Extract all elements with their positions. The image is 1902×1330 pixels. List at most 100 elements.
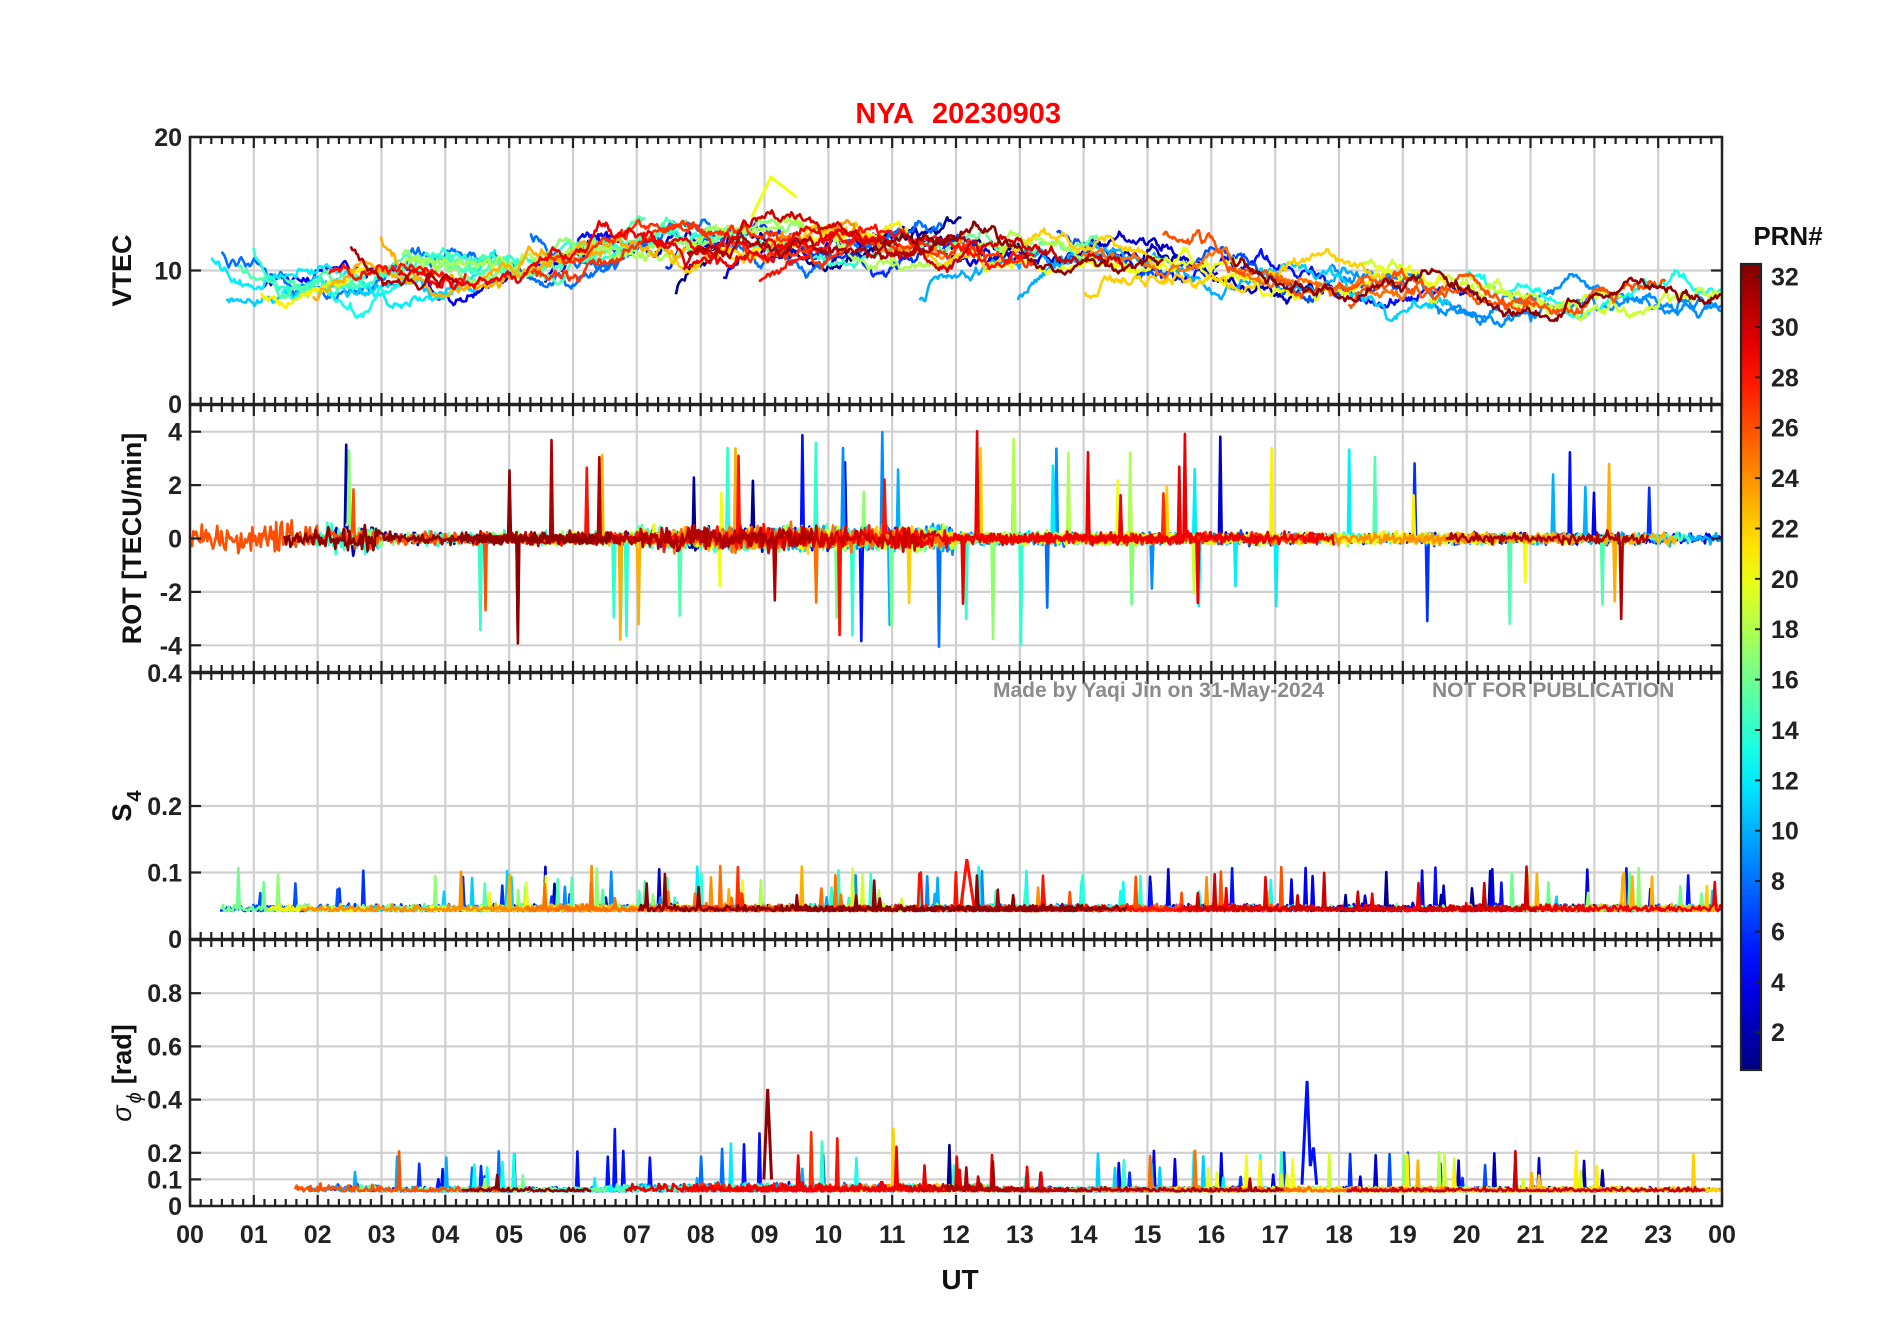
series-line-prn-29 bbox=[397, 220, 900, 291]
series-line-prn-32 bbox=[461, 1173, 592, 1193]
series-peak bbox=[762, 1088, 774, 1180]
x-tick-label: 19 bbox=[1389, 1221, 1417, 1249]
colorbar-tick-label: 24 bbox=[1771, 465, 1799, 493]
x-minor-ticks bbox=[188, 673, 1724, 939]
series-line-prn-28 bbox=[328, 262, 467, 288]
series-line-prn-30 bbox=[1346, 1149, 1706, 1193]
y-tick-label: 0.4 bbox=[147, 1087, 182, 1115]
y-axis-label: VTEC bbox=[107, 234, 137, 306]
y-tick-label: 0 bbox=[168, 1193, 182, 1221]
series-peak bbox=[750, 174, 798, 218]
series-line-prn-29 bbox=[641, 225, 846, 259]
x-tick-label: 21 bbox=[1517, 1221, 1545, 1249]
y-tick-label: 10 bbox=[154, 258, 182, 286]
colorbar-gradient bbox=[1739, 262, 1763, 1072]
y-tick-label: 0 bbox=[168, 926, 182, 954]
series-line-prn-32 bbox=[1231, 257, 1722, 323]
x-tick-label: 13 bbox=[1006, 1221, 1034, 1249]
panel-4: 00.10.2 0.4 0.6 0.8σϕ[rad] bbox=[107, 938, 1724, 1221]
series-line-prn-30 bbox=[682, 209, 1125, 274]
y-tick-label: -4 bbox=[160, 632, 182, 660]
series-line-prn-31 bbox=[1445, 529, 1650, 621]
colorbar-tick-label: 10 bbox=[1771, 818, 1799, 846]
series-line-prn-8 bbox=[220, 246, 619, 301]
y-tick-label: 0.2 bbox=[147, 793, 182, 821]
x-tick-label: 02 bbox=[304, 1221, 332, 1249]
panel-2: -4 -2 0 2 4 ROT [TECU/min] bbox=[117, 403, 1724, 674]
colorbar-tick-label: 32 bbox=[1771, 264, 1799, 292]
colorbar-tick-label: 8 bbox=[1771, 868, 1785, 896]
y-tick-label: 0.6 bbox=[147, 1033, 182, 1061]
x-tick-labels: 00 01 02 03 04 05 06 07 08 09 10 11 12 13 14 15 16 17 18 19… bbox=[176, 1221, 1736, 1249]
series-line-prn-28 bbox=[758, 223, 1036, 283]
series-line-prn-25 bbox=[1081, 246, 1416, 301]
x-tick-label: 20 bbox=[1453, 1221, 1481, 1249]
y-tick-label: 0.8 bbox=[147, 980, 182, 1008]
series-line-prn-29 bbox=[735, 1145, 931, 1193]
colorbar-tick-label: 28 bbox=[1771, 364, 1799, 392]
y-tick-label: 0.4 bbox=[147, 660, 182, 688]
y-tick-label: 4 bbox=[168, 419, 182, 447]
x-minor-ticks bbox=[188, 940, 1724, 1206]
series-line-prn-21 bbox=[259, 267, 372, 310]
y-tick-label: 0 bbox=[168, 391, 182, 419]
x-tick-label: 15 bbox=[1134, 1221, 1162, 1249]
x-tick-label: 00 bbox=[1708, 1221, 1736, 1249]
series-line-prn-30 bbox=[1417, 865, 1538, 913]
y-axis-label: S4 bbox=[107, 790, 146, 822]
chart-title-station: NYA bbox=[855, 98, 914, 130]
x-tick-label: 00 bbox=[176, 1221, 204, 1249]
y-tick-label: 2 bbox=[168, 472, 182, 500]
colorbar-tick-label: 18 bbox=[1771, 616, 1799, 644]
y-tick-label: 0 bbox=[168, 526, 182, 554]
y-axis-label: ROT [TECU/min] bbox=[117, 433, 147, 644]
colorbar-tick-label: 6 bbox=[1771, 918, 1785, 946]
y-ticks: -4 -2 0 2 4 bbox=[160, 419, 1722, 660]
series-line-prn-26 bbox=[1162, 229, 1535, 313]
y-tick-label: 0.1 bbox=[147, 1166, 182, 1194]
colorbar-tick-label: 22 bbox=[1771, 515, 1799, 543]
series-line-prn-29 bbox=[890, 429, 1336, 605]
colorbar-title: PRN# bbox=[1753, 221, 1823, 251]
series-line-prn-32 bbox=[637, 872, 1097, 913]
y-tick-label: -2 bbox=[160, 579, 182, 607]
x-tick-label: 01 bbox=[240, 1221, 268, 1249]
x-tick-label: 07 bbox=[623, 1221, 651, 1249]
y-ticks: 0 10 20 bbox=[154, 124, 1722, 419]
x-tick-label: 12 bbox=[942, 1221, 970, 1249]
x-tick-label: 14 bbox=[1070, 1221, 1098, 1249]
grid bbox=[190, 940, 1722, 1206]
series-peak bbox=[959, 858, 976, 906]
series-peak bbox=[1300, 1080, 1319, 1185]
series-line-prn-23 bbox=[1329, 1159, 1618, 1193]
series-line-prn-10 bbox=[1016, 240, 1123, 301]
colorbar-tick-label: 4 bbox=[1771, 969, 1785, 997]
chart-title-date: 20230903 bbox=[932, 98, 1061, 130]
x-tick-label: 09 bbox=[751, 1221, 779, 1249]
x-tick-label: 03 bbox=[368, 1221, 396, 1249]
colorbar-tick-label: 26 bbox=[1771, 415, 1799, 443]
colorbar-tick-label: 30 bbox=[1771, 314, 1799, 342]
y-tick-label: 20 bbox=[154, 124, 182, 152]
series-group bbox=[210, 174, 1723, 329]
x-tick-label: 06 bbox=[559, 1221, 587, 1249]
series-line-prn-27 bbox=[546, 218, 819, 266]
series-line-prn-22 bbox=[1083, 247, 1391, 300]
colorbar-tick-label: 16 bbox=[1771, 667, 1799, 695]
series-group bbox=[189, 429, 1723, 649]
y-axis-label: σϕ[rad] bbox=[107, 1024, 146, 1121]
x-tick-label: 10 bbox=[814, 1221, 842, 1249]
series-line-prn-31 bbox=[945, 1160, 1285, 1193]
x-tick-label: 11 bbox=[879, 1221, 906, 1249]
colorbar-tick-label: 20 bbox=[1771, 566, 1799, 594]
series-line-prn-32 bbox=[283, 469, 612, 645]
x-tick-label: 17 bbox=[1261, 1221, 1289, 1249]
series-line-prn-3 bbox=[722, 225, 1219, 280]
y-ticks: 00.10.2 0.4 0.6 0.8 bbox=[147, 980, 1722, 1221]
panel-1: 0 10 20 VTEC bbox=[107, 124, 1724, 419]
series-line-prn-11 bbox=[225, 274, 478, 308]
colorbar-tick-label: 2 bbox=[1771, 1019, 1785, 1047]
